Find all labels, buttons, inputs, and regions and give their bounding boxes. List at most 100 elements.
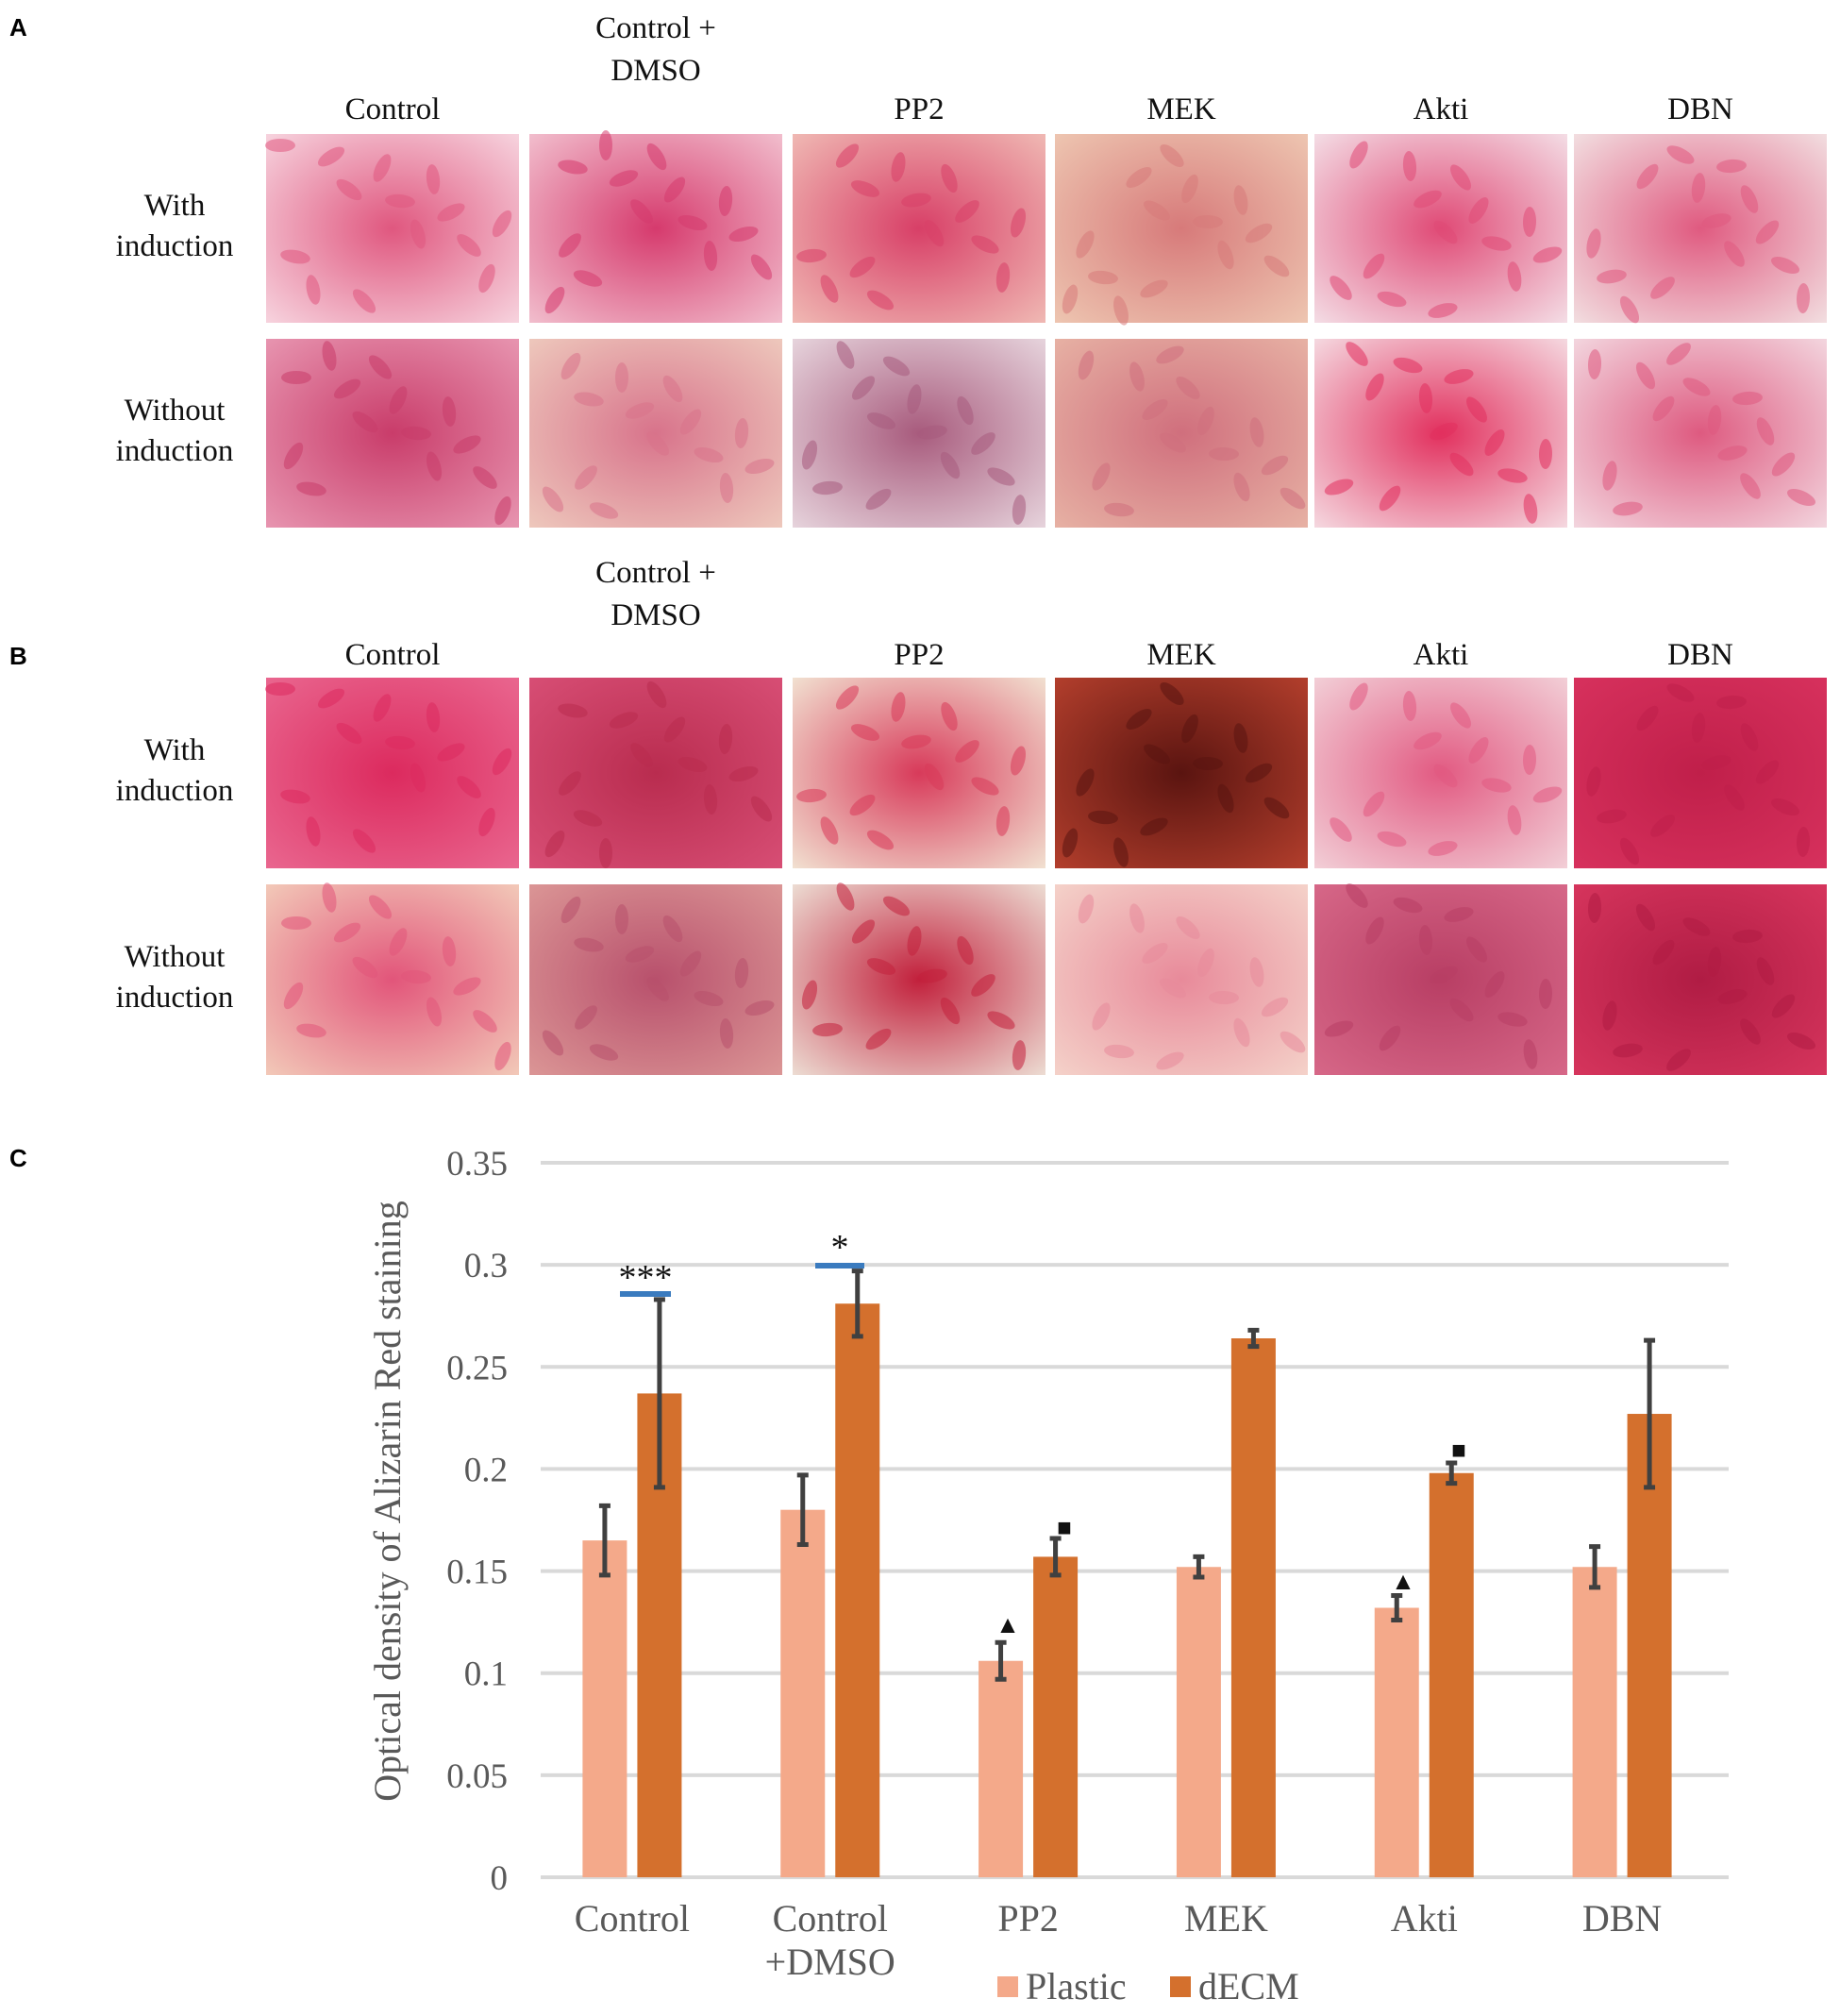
cell [1126, 167, 1152, 188]
cell [1233, 472, 1250, 502]
cell [559, 233, 581, 258]
cell [625, 946, 655, 963]
cell [882, 356, 911, 377]
cell [1771, 994, 1796, 1018]
cell [1481, 236, 1512, 251]
cell [589, 1044, 619, 1061]
cell [1756, 957, 1775, 985]
cell [1156, 1051, 1184, 1070]
cell [1740, 473, 1761, 499]
cell [1652, 395, 1675, 422]
cell [1280, 1031, 1306, 1053]
cell [1468, 737, 1489, 764]
cell [850, 724, 880, 741]
cell [389, 386, 408, 414]
cell [1433, 220, 1458, 244]
cell [410, 219, 427, 249]
cell [1787, 489, 1815, 506]
error-bar [1193, 1554, 1205, 1580]
annotation: ▲ [1391, 1568, 1415, 1595]
cell [1113, 837, 1129, 867]
cell [1076, 768, 1095, 797]
cell [1771, 798, 1799, 815]
bar [835, 1303, 880, 1877]
cell [1717, 989, 1748, 1004]
column-header: DBN [1667, 638, 1733, 672]
cell [820, 275, 839, 303]
cell [1755, 760, 1780, 784]
cell [728, 226, 759, 243]
cell [677, 214, 708, 231]
cell [694, 446, 724, 463]
cell [1233, 1017, 1250, 1048]
cell [812, 480, 843, 496]
cell [728, 765, 759, 782]
x-tick-label: MEK [1183, 1897, 1268, 1940]
cell [1428, 841, 1458, 856]
cell [559, 771, 581, 796]
cell [1181, 714, 1198, 744]
cell [1449, 998, 1474, 1022]
cell [1771, 452, 1796, 477]
legend-swatch [1170, 1976, 1191, 1997]
cell [663, 716, 686, 743]
cell [1691, 173, 1706, 203]
cell [1619, 295, 1640, 324]
cell [718, 186, 733, 216]
column-header: PP2 [894, 638, 945, 672]
cell [1261, 455, 1289, 476]
cell [1484, 429, 1505, 456]
y-axis-title: Optical density of Alizarin Red staining [366, 1201, 409, 1802]
cell [389, 928, 408, 956]
cell [1377, 831, 1407, 848]
cell [1587, 349, 1602, 379]
cell [1716, 695, 1747, 710]
cell [1233, 723, 1248, 753]
cell [437, 203, 465, 222]
cell [1523, 494, 1538, 524]
micrograph [1574, 339, 1827, 528]
x-tick-label: Control [574, 1897, 691, 1940]
legend-label: Plastic [1026, 1965, 1127, 2008]
cell [646, 680, 667, 709]
cell [1430, 966, 1458, 984]
bar [780, 1509, 826, 1877]
cell [385, 735, 415, 750]
cell [1538, 979, 1553, 1009]
cell [558, 703, 588, 718]
x-tick-label: Control +DMSO [764, 1897, 895, 1983]
cell [385, 193, 415, 209]
cell [1602, 1000, 1617, 1031]
cell [1088, 270, 1118, 285]
bar [1429, 1472, 1474, 1877]
cell [333, 378, 361, 399]
cell [352, 289, 376, 313]
cell [1796, 283, 1811, 313]
cell [1379, 1025, 1401, 1051]
cell [281, 371, 311, 384]
column-header: MEK [1146, 92, 1216, 126]
cell [609, 712, 639, 729]
cell [836, 341, 855, 369]
cell [1707, 947, 1722, 977]
cell [750, 254, 773, 280]
cell [542, 486, 564, 512]
cell [1160, 143, 1184, 168]
cell [1324, 1020, 1354, 1037]
cell [630, 743, 653, 767]
cell [1156, 345, 1184, 364]
error-bar [1247, 1327, 1260, 1350]
cell [373, 694, 392, 722]
cell [368, 355, 393, 379]
cell [1349, 141, 1368, 169]
cell [1365, 916, 1384, 945]
cell [1652, 939, 1675, 966]
cell [851, 376, 876, 400]
cell [1756, 417, 1775, 445]
cell [1450, 702, 1471, 729]
cell [1586, 228, 1601, 259]
cell [662, 375, 683, 403]
cell [1449, 452, 1474, 477]
cell [336, 722, 362, 745]
cell [368, 895, 393, 919]
